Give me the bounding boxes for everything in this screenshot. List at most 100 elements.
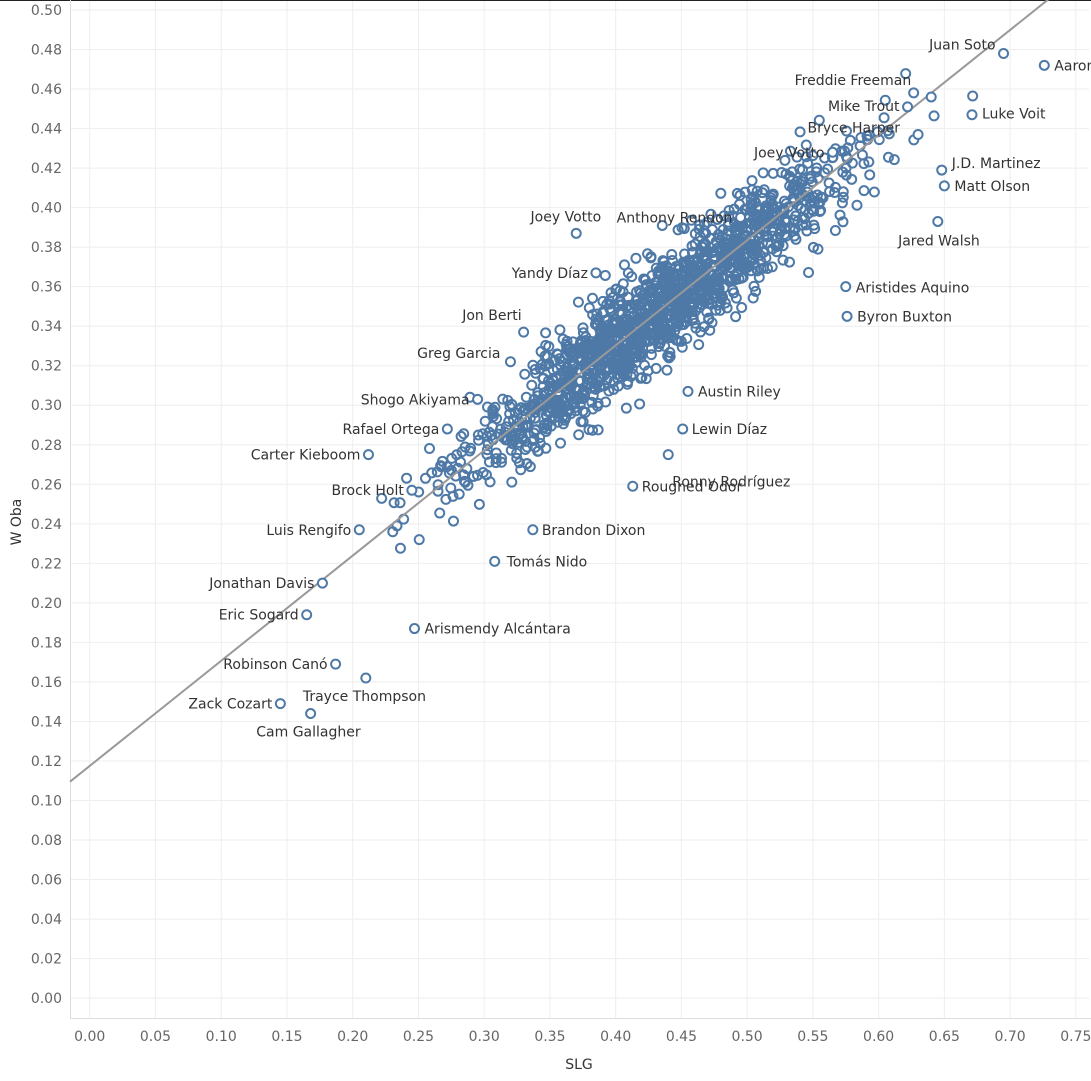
data-point	[645, 251, 657, 263]
data-point	[447, 515, 459, 527]
labeled-point	[330, 658, 342, 670]
data-point	[807, 150, 819, 162]
data-point	[721, 302, 733, 314]
data-point	[661, 323, 673, 335]
data-point	[515, 402, 527, 414]
data-point	[807, 191, 819, 203]
x-tick-label: 0.40	[600, 1029, 631, 1045]
labeled-point	[902, 101, 914, 113]
y-tick-label: 0.24	[31, 517, 62, 533]
data-point	[694, 219, 706, 231]
data-point	[487, 411, 499, 423]
data-point	[653, 333, 665, 345]
data-point	[882, 151, 894, 163]
y-tick-label: 0.08	[31, 833, 62, 849]
labeled-point	[570, 227, 582, 239]
data-point	[431, 466, 443, 478]
y-tick-label: 0.06	[31, 873, 62, 889]
data-point	[746, 175, 758, 187]
data-point	[780, 216, 792, 228]
data-point	[844, 134, 856, 146]
labeled-point	[504, 356, 516, 368]
data-point	[731, 243, 743, 255]
x-tick-label: 0.60	[863, 1029, 894, 1045]
data-point	[878, 112, 890, 124]
data-point	[564, 391, 576, 403]
data-point	[868, 186, 880, 198]
data-point	[800, 139, 812, 151]
labeled-point	[627, 480, 639, 492]
data-point	[635, 298, 647, 310]
labeled-point	[677, 423, 689, 435]
data-point	[626, 271, 638, 283]
data-point	[581, 379, 593, 391]
data-point	[496, 452, 508, 464]
point-label: Jonathan Davis	[208, 576, 314, 592]
point-label: Byron Buxton	[857, 309, 952, 325]
labeled-point	[682, 385, 694, 397]
data-point	[621, 320, 633, 332]
data-point	[630, 356, 642, 368]
data-point	[721, 238, 733, 250]
data-point	[453, 488, 465, 500]
y-tick-label: 0.12	[31, 754, 62, 770]
data-point	[597, 307, 609, 319]
data-point	[455, 430, 467, 442]
data-point	[388, 497, 400, 509]
data-point	[612, 326, 624, 338]
data-point	[829, 181, 841, 193]
data-point	[576, 344, 588, 356]
data-point	[715, 187, 727, 199]
labeled-point	[925, 91, 937, 103]
data-point	[766, 261, 778, 273]
data-point	[693, 223, 705, 235]
data-point	[505, 444, 517, 456]
data-point	[542, 417, 554, 429]
point-label: Shogo Akiyama	[361, 392, 470, 408]
data-point	[483, 456, 495, 468]
data-point	[758, 184, 770, 196]
data-point	[804, 173, 816, 185]
data-point	[784, 145, 796, 157]
labeled-point	[840, 281, 852, 293]
data-point	[520, 391, 532, 403]
point-label: Arismendy Alcántara	[424, 622, 570, 638]
data-point	[572, 296, 584, 308]
point-label: Rafael Ortega	[343, 422, 440, 438]
x-tick-label: 0.45	[666, 1029, 697, 1045]
data-point	[557, 418, 569, 430]
data-point	[592, 400, 604, 412]
data-point	[879, 94, 891, 106]
data-point	[655, 304, 667, 316]
data-point	[786, 166, 798, 178]
y-tick-label: 0.48	[31, 43, 62, 59]
data-point	[779, 154, 791, 166]
point-cloud	[376, 68, 979, 554]
data-point	[676, 267, 688, 279]
data-point	[695, 272, 707, 284]
data-point	[837, 191, 849, 203]
data-point	[777, 254, 789, 266]
x-tick-label: 0.65	[929, 1029, 960, 1045]
data-point	[674, 300, 686, 312]
data-point	[766, 214, 778, 226]
data-point	[696, 284, 708, 296]
data-point	[626, 342, 638, 354]
data-point	[612, 380, 624, 392]
point-label: Robinson Canó	[223, 657, 327, 673]
data-point	[694, 231, 706, 243]
labeled-point	[406, 484, 418, 496]
data-point	[788, 184, 800, 196]
x-tick-label: 0.70	[995, 1029, 1026, 1045]
data-point	[829, 224, 841, 236]
data-point	[683, 256, 695, 268]
data-point	[521, 421, 533, 433]
point-label: Anthony Rendon	[617, 211, 733, 227]
data-point	[808, 197, 820, 209]
data-point	[562, 369, 574, 381]
data-point	[573, 429, 585, 441]
data-point	[662, 350, 674, 362]
axis-ticks: 0.00 0.02 0.04 0.06 0.08 0.10 0.12 0.14 0.16 0.18…	[31, 3, 1091, 1045]
y-tick-label: 0.38	[31, 240, 62, 256]
labeled-point	[932, 215, 944, 227]
